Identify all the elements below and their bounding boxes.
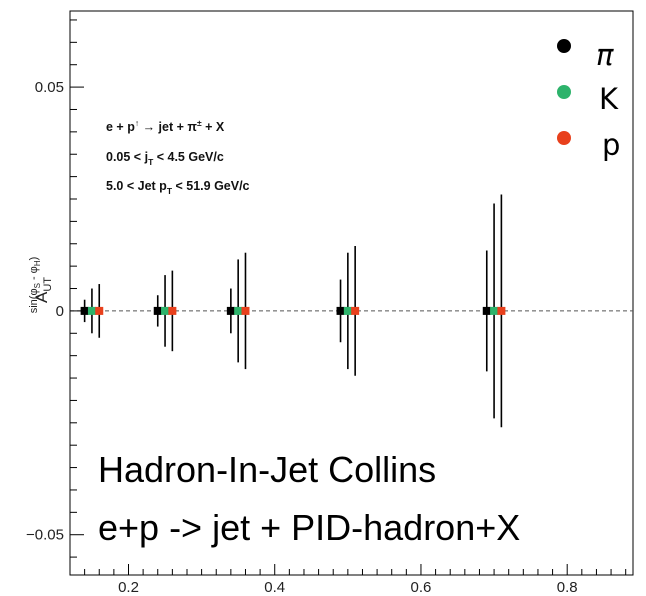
data-point-proton [168, 306, 177, 315]
data-point-pion [482, 306, 491, 315]
y-tick-label: 0 [56, 303, 64, 320]
legend: π K p [557, 38, 620, 162]
data-points [80, 194, 506, 428]
x-tick-label: 0.6 [411, 579, 432, 596]
y-axis-label: AUT [32, 277, 54, 303]
data-point-proton [497, 306, 506, 315]
overlay-title-line1: Hadron-In-Jet Collins [98, 449, 436, 490]
data-point-pion [336, 306, 345, 315]
legend-label-pion: π [596, 38, 614, 72]
data-point-proton [351, 306, 360, 315]
legend-marker-proton [557, 131, 571, 145]
x-tick-label: 0.8 [557, 579, 578, 596]
x-axis-ticks: 0.2 0.4 0.6 0.8 [84, 564, 627, 596]
x-tick-label: 0.4 [264, 579, 285, 596]
legend-marker-kaon [557, 85, 571, 99]
annotation-jet-pt-range: 5.0 < Jet pT < 51.9 GeV/c [106, 179, 250, 196]
y-axis-ticks: −0.05 0 0.05 [26, 19, 84, 558]
data-point-kaon [343, 306, 352, 315]
data-point-kaon [490, 306, 499, 315]
legend-label-proton: p [602, 128, 620, 162]
data-point-proton [95, 306, 104, 315]
overlay-title-line2: e+p -> jet + PID-hadron+X [98, 507, 520, 548]
legend-label-kaon: K [599, 82, 619, 116]
annotation-jt-range: 0.05 < jT < 4.5 GeV/c [106, 150, 224, 167]
data-point-pion [153, 306, 162, 315]
data-point-pion [226, 306, 235, 315]
data-point-kaon [234, 306, 243, 315]
annotation-reaction: e + p↑ → jet + π± + X [106, 118, 225, 134]
data-point-pion [80, 306, 89, 315]
plot-frame [69, 10, 634, 576]
y-tick-label: −0.05 [26, 527, 64, 544]
legend-marker-pion [557, 39, 571, 53]
y-axis-label-superscript: sin(φS - φH) [28, 257, 42, 314]
data-point-kaon [87, 306, 96, 315]
x-tick-label: 0.2 [118, 579, 139, 596]
data-point-proton [241, 306, 250, 315]
y-tick-label: 0.05 [35, 79, 64, 96]
data-point-kaon [161, 306, 170, 315]
